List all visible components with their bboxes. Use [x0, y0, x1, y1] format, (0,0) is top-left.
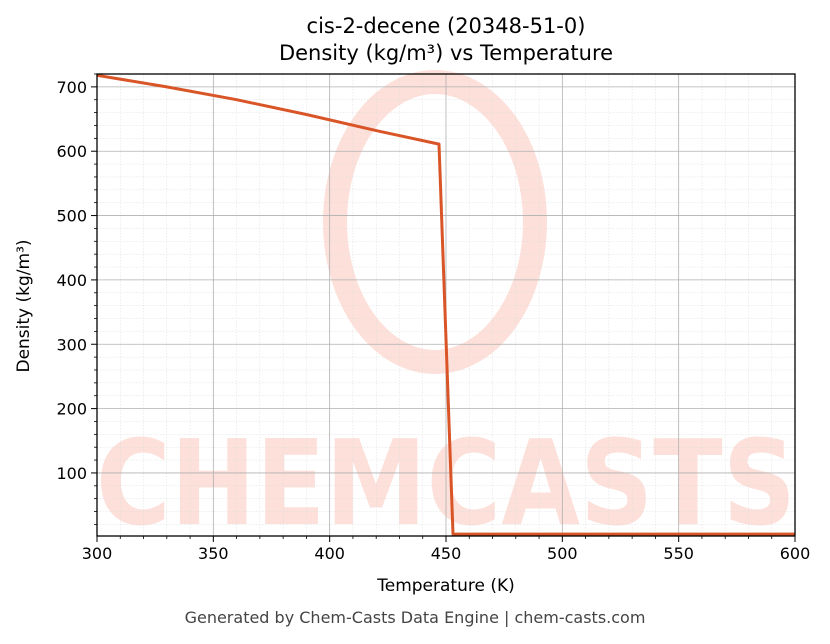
y-tick-label: 100 — [56, 464, 87, 483]
x-tick-label: 300 — [82, 544, 113, 563]
y-tick-label: 200 — [56, 400, 87, 419]
x-tick-label: 450 — [431, 544, 462, 563]
axis-ticks: 300 350 400 450 500 550 600 100 200 300 400 500 600 7… — [56, 73, 811, 563]
footer-credit: Generated by Chem-Casts Data Engine | ch… — [184, 608, 646, 627]
x-tick-label: 600 — [780, 544, 811, 563]
x-tick-label: 550 — [663, 544, 694, 563]
x-tick-label: 400 — [314, 544, 345, 563]
x-tick-label: 350 — [198, 544, 229, 563]
watermark-ring — [323, 70, 547, 374]
y-tick-label: 600 — [56, 142, 87, 161]
series-layer — [96, 73, 795, 536]
y-tick-label: 500 — [56, 207, 87, 226]
chart-subtitle: Density (kg/m³) vs Temperature — [278, 41, 614, 65]
x-tick-label: 500 — [547, 544, 578, 563]
x-axis-label: Temperature (K) — [377, 576, 515, 596]
y-tick-label: 700 — [56, 78, 87, 97]
chart-title: cis-2-decene (20348-51-0) — [306, 14, 586, 38]
y-tick-label: 300 — [56, 335, 87, 354]
y-tick-label: 400 — [56, 271, 87, 290]
density-line — [96, 73, 795, 536]
y-axis-label: Density (kg/m³) — [14, 239, 34, 373]
